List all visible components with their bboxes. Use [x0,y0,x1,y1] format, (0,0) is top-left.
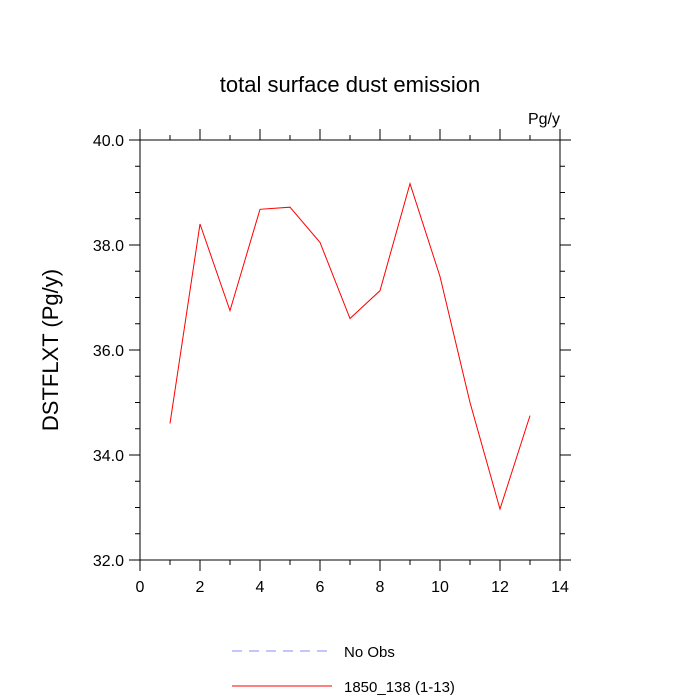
chart-title: total surface dust emission [220,72,480,97]
x-tick-label: 0 [136,579,145,596]
legend-label: No Obs [344,644,395,661]
x-tick-label: 2 [196,579,205,596]
y-axis-label: DSTFLXT (Pg/y) [38,269,63,431]
x-tick-label: 14 [551,579,569,596]
y-tick-label: 40.0 [93,133,124,150]
units-label: Pg/y [528,111,560,128]
axis-ticks: 0 2 4 6 8 10 12 14 32.0 34.0 36.0 38.0 40.0 [93,129,571,596]
legend-label: 1850_138 (1-13) [344,679,455,696]
x-tick-label: 8 [376,579,385,596]
legend: No Obs 1850_138 (1-13) [232,644,455,696]
x-tick-label: 4 [256,579,265,596]
series-line-1 [169,181,531,511]
x-tick-label: 12 [491,579,509,596]
x-tick-label: 10 [431,579,449,596]
y-tick-label: 36.0 [93,343,124,360]
y-tick-label: 32.0 [93,553,124,570]
series-lines [169,181,531,511]
x-tick-label: 6 [316,579,325,596]
y-tick-label: 34.0 [93,448,124,465]
y-tick-label: 38.0 [93,238,124,255]
